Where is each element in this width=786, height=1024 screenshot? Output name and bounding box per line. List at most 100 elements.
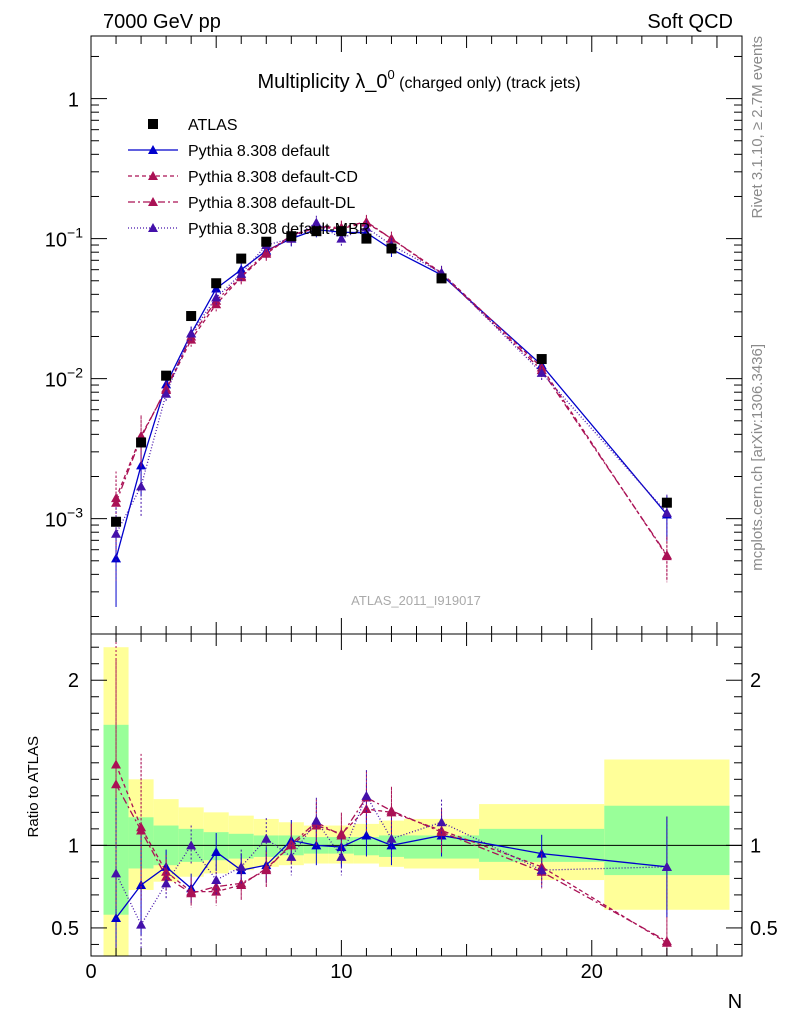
series-marker bbox=[211, 292, 222, 302]
ratio-line bbox=[115, 764, 668, 944]
ratio-marker bbox=[536, 848, 547, 858]
ratio-marker bbox=[361, 830, 372, 840]
ratio-marker bbox=[236, 861, 247, 871]
main-plot-panel: 110−110−210−3 ATLAS_2011_I919017 Multipl… bbox=[45, 35, 743, 635]
legend-label: Pythia 8.308 default-CD bbox=[188, 169, 358, 186]
main-series-1 bbox=[111, 215, 672, 583]
ratio-marker bbox=[111, 913, 122, 923]
legend-label: ATLAS bbox=[188, 117, 238, 134]
atlas-data-marker bbox=[286, 231, 297, 242]
series-line bbox=[115, 221, 668, 535]
ratio-y-tick-label-right: 0.5 bbox=[750, 918, 778, 940]
legend-marker bbox=[148, 223, 158, 232]
atlas-data-marker bbox=[211, 278, 222, 289]
ratio-marker bbox=[136, 919, 147, 929]
legend-marker bbox=[148, 145, 158, 154]
main-series-3 bbox=[111, 215, 672, 583]
ratio-marker bbox=[386, 840, 397, 850]
series-line bbox=[115, 221, 668, 556]
legend-label: Pythia 8.308 default-DL bbox=[188, 195, 355, 212]
ratio-marker bbox=[261, 833, 272, 843]
atlas-data-marker bbox=[311, 226, 322, 237]
main-y-tick-label-base: 10 bbox=[45, 370, 67, 392]
title-rest: (charged only) (track jets) bbox=[395, 75, 581, 92]
ratio-marker bbox=[436, 827, 447, 837]
series-line bbox=[115, 228, 668, 559]
main-y-tick-label: 1 bbox=[68, 90, 79, 112]
ratio-marker bbox=[186, 840, 197, 850]
rivet-version-label: Rivet 3.1.10, ≥ 2.7M events bbox=[749, 36, 766, 219]
ratio-marker bbox=[336, 830, 347, 840]
series-marker bbox=[661, 549, 672, 559]
ratio-y-tick-label: 0.5 bbox=[51, 918, 79, 940]
watermark-label: ATLAS_2011_I919017 bbox=[351, 593, 481, 608]
series-marker bbox=[386, 233, 397, 243]
series-marker bbox=[536, 367, 547, 377]
atlas-data-marker bbox=[436, 273, 447, 284]
ratio-marker bbox=[361, 790, 372, 800]
legend: ATLAS Pythia 8.308 default Pythia 8.308 de… bbox=[128, 117, 370, 238]
ratio-marker bbox=[211, 875, 222, 885]
series-line bbox=[115, 221, 668, 557]
ratio-marker bbox=[661, 936, 672, 946]
atlas-data-marker bbox=[661, 497, 672, 508]
title-superscript: 0 bbox=[387, 67, 394, 82]
ratio-marker bbox=[186, 888, 197, 898]
header-energy-label: 7000 GeV pp bbox=[103, 11, 221, 33]
ratio-marker bbox=[111, 868, 122, 878]
atlas-data-marker bbox=[111, 516, 122, 527]
ratio-marker bbox=[386, 805, 397, 815]
ratio-marker bbox=[311, 815, 322, 825]
series-marker bbox=[361, 222, 372, 232]
legend-marker bbox=[148, 171, 158, 180]
main-y-tick-label-exponent: −3 bbox=[67, 505, 83, 521]
main-series-2 bbox=[111, 214, 672, 582]
ratio-marker bbox=[336, 851, 347, 861]
series-marker bbox=[186, 328, 197, 338]
series-marker bbox=[336, 233, 347, 243]
atlas-data-marker bbox=[386, 243, 397, 254]
atlas-data-marker bbox=[236, 253, 247, 264]
atlas-data-marker bbox=[336, 226, 347, 237]
ratio-marker bbox=[261, 865, 272, 875]
ratio-y-tick-label-right: 2 bbox=[750, 670, 761, 692]
x-axis-label: N bbox=[728, 991, 742, 1013]
ratio-marker bbox=[211, 846, 222, 856]
atlas-data-marker bbox=[136, 437, 147, 448]
series-marker bbox=[111, 497, 122, 507]
ratio-plot-panel: 0.5 0.5 1 1 2 2 Ratio to ATLAS bbox=[25, 633, 778, 957]
legend-label: Pythia 8.308 default bbox=[188, 143, 330, 160]
ratio-marker bbox=[286, 851, 297, 861]
ratio-marker bbox=[386, 833, 397, 843]
header-category-label: Soft QCD bbox=[647, 11, 733, 33]
main-y-tick-label-exponent: −2 bbox=[67, 365, 83, 381]
mcplots-reference-label: mcplots.cern.ch [arXiv:1306.3436] bbox=[749, 344, 766, 571]
main-y-tick-label-base: 10 bbox=[45, 230, 67, 252]
ratio-axis-label: Ratio to ATLAS bbox=[25, 736, 42, 837]
atlas-data-marker bbox=[186, 311, 197, 322]
main-y-tick-label: 10−2 bbox=[45, 365, 83, 392]
main-y-tick-label: 10−3 bbox=[45, 505, 83, 532]
ratio-marker bbox=[661, 861, 672, 871]
ratio-marker bbox=[161, 878, 172, 888]
ratio-line bbox=[115, 794, 667, 926]
ratio-marker bbox=[136, 825, 147, 835]
ratio-marker bbox=[436, 817, 447, 827]
atlas-data-marker bbox=[361, 233, 372, 244]
x-tick-label: 0 bbox=[85, 961, 96, 983]
series-marker bbox=[111, 528, 122, 538]
ratio-marker bbox=[211, 886, 222, 896]
ratio-y-tick-label-right: 1 bbox=[750, 835, 761, 857]
series-marker bbox=[161, 388, 172, 398]
plot-title: Multiplicity λ_00 (charged only) (track … bbox=[257, 67, 580, 93]
atlas-data-marker bbox=[536, 354, 547, 365]
series-marker bbox=[236, 268, 247, 278]
series-marker bbox=[311, 217, 322, 227]
main-y-tick-label: 10−1 bbox=[45, 225, 83, 252]
legend-marker bbox=[148, 197, 158, 206]
legend-atlas-marker bbox=[148, 119, 158, 129]
ratio-marker bbox=[161, 866, 172, 876]
series-marker bbox=[661, 507, 672, 517]
atlas-data-marker bbox=[161, 370, 172, 381]
main-y-tick-label-exponent: −1 bbox=[67, 225, 83, 241]
